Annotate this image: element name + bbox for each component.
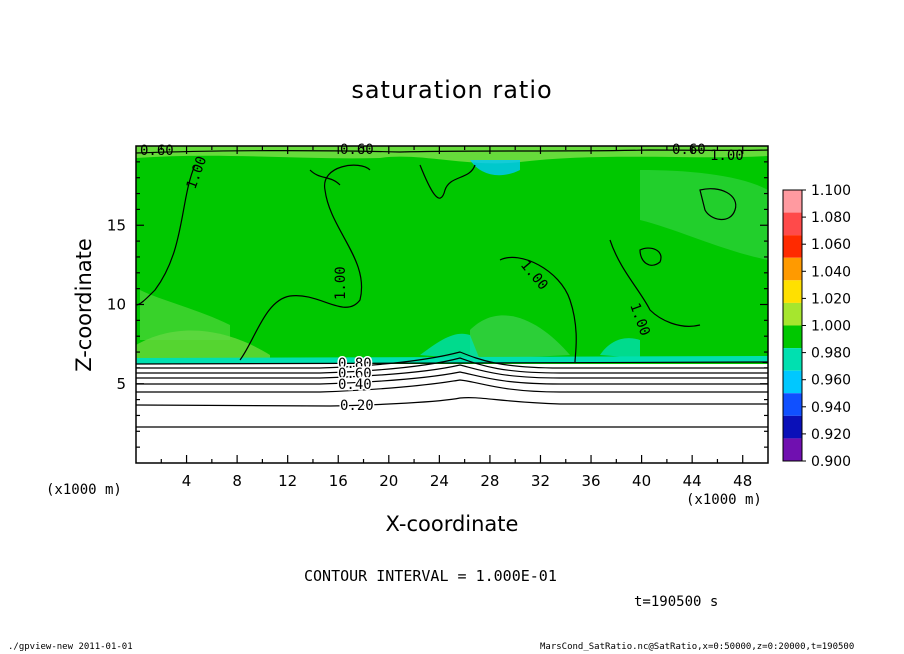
colorbar-label: 1.040 (811, 264, 851, 280)
colorbar-swatch (783, 438, 802, 461)
contour-label: 0.60 (672, 142, 706, 158)
y-tick-label: 15 (107, 216, 126, 234)
colorbar-label: 0.960 (811, 373, 851, 389)
saturation-field (136, 146, 768, 364)
colorbar-swatch (783, 302, 802, 326)
x-tick-label: 8 (232, 472, 242, 490)
footer-left-text: ./gpview-new 2011-01-01 (8, 642, 133, 652)
contour-interval-text: CONTOUR INTERVAL = 1.000E-01 (304, 567, 557, 585)
colorbar-label: 0.940 (811, 400, 851, 416)
colorbar-swatch (783, 190, 802, 213)
axis-ticks (136, 146, 768, 463)
colorbar-label: 1.100 (811, 183, 851, 199)
contour-line-090 (136, 361, 768, 365)
y-tick-label: 5 (116, 375, 126, 393)
contour-line-080 (136, 351, 768, 369)
colorbar-label: 0.920 (811, 427, 851, 443)
colorbar-swatch (783, 235, 802, 258)
x-axis-label: X-coordinate (385, 512, 519, 536)
x-tick-label: 16 (329, 472, 348, 490)
colorbar-swatch (783, 348, 802, 371)
contour-label: 0.40 (338, 377, 372, 393)
colorbar-label: 0.980 (811, 346, 851, 362)
contour-line-100-f (639, 247, 662, 266)
field-patch-cyan-2 (600, 338, 640, 358)
colorbar-label: 1.080 (811, 210, 851, 226)
colorbar-swatch (783, 393, 802, 416)
x-tick-label: 40 (632, 472, 651, 490)
colorbar-label: 1.000 (811, 319, 851, 335)
contour-line-100-a (136, 164, 196, 306)
contour-line-100-h (419, 164, 476, 199)
colorbar-label: 0.900 (811, 454, 851, 470)
x-tick-label: 36 (581, 472, 600, 490)
x-tick-label: 48 (733, 472, 752, 490)
y-tick-label: 10 (107, 296, 126, 314)
contour-lines (136, 149, 768, 428)
x-tick-label: 12 (278, 472, 297, 490)
contour-line-100-b (239, 164, 371, 361)
colorbar-swatch (783, 212, 802, 236)
contour-line-100-e (699, 188, 737, 220)
colorbar-swatch (783, 280, 802, 303)
contour-label: 0.60 (340, 142, 374, 158)
colorbar-swatch (783, 415, 802, 439)
contour-label: 0.60 (338, 366, 372, 382)
footer-right-text: MarsCond_SatRatio.nc@SatRatio,x=0:50000,… (540, 642, 855, 652)
x-tick-label: 20 (379, 472, 398, 490)
contour-line-070 (136, 357, 768, 374)
x-tick-label: 28 (480, 472, 499, 490)
colorbar-swatch (783, 257, 802, 281)
colorbar-label: 1.060 (811, 237, 851, 253)
contour-label: 1.00 (710, 148, 744, 164)
time-text: t=190500 s (634, 594, 719, 610)
colorbar: 1.100 1.080 1.060 1.040 1.020 1.000 0.980 0.960… (782, 183, 851, 470)
contour-label: 0.80 (338, 356, 372, 372)
chart-title: saturation ratio (351, 76, 553, 104)
x-tick-label: 44 (683, 472, 702, 490)
contour-label: 0.20 (340, 398, 374, 414)
field-patch-c (470, 315, 570, 360)
colorbar-swatch (783, 370, 802, 394)
contour-line-100-d (609, 239, 701, 327)
contour-line-040 (136, 379, 768, 393)
contour-line-100-g (309, 169, 341, 186)
colorbar-swatch (783, 325, 802, 349)
x-tick-label: 32 (531, 472, 550, 490)
contour-label: 0.60 (140, 143, 174, 159)
contour-line-060 (136, 364, 768, 379)
field-top-blue (470, 160, 520, 176)
colorbar-label: 1.020 (811, 291, 851, 307)
contour-line-100-c (499, 256, 577, 363)
contour-line-060-top (136, 149, 768, 154)
contour-line-050 (136, 371, 768, 385)
contour-label: 1.00 (333, 266, 349, 300)
x-tick-label: 24 (430, 472, 449, 490)
field-patch-d (640, 170, 768, 260)
x-unit-label-right: (x1000 m) (686, 492, 762, 508)
x-tick-label: 4 (182, 472, 192, 490)
x-unit-label-left: (x1000 m) (46, 482, 122, 498)
contour-line-030 (136, 397, 768, 407)
field-patch-b (140, 290, 230, 340)
